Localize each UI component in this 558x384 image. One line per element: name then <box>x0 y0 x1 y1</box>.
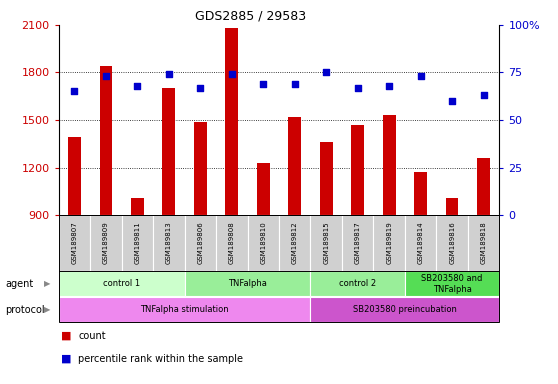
Text: GSM189814: GSM189814 <box>418 222 424 264</box>
Point <box>353 84 362 91</box>
Bar <box>68 137 80 215</box>
Bar <box>383 115 396 215</box>
Text: ■: ■ <box>61 331 72 341</box>
Text: GDS2885 / 29583: GDS2885 / 29583 <box>195 10 306 23</box>
Bar <box>478 158 490 215</box>
Point <box>196 84 205 91</box>
Text: GSM189811: GSM189811 <box>134 222 140 264</box>
Text: agent: agent <box>6 279 34 289</box>
Point <box>322 70 331 76</box>
Text: ▶: ▶ <box>44 305 50 314</box>
Text: percentile rank within the sample: percentile rank within the sample <box>78 354 243 364</box>
Bar <box>162 88 175 215</box>
Text: GSM189818: GSM189818 <box>480 222 487 264</box>
Text: SB203580 preincubation: SB203580 preincubation <box>353 305 457 314</box>
Text: GSM189809: GSM189809 <box>103 222 109 264</box>
Point <box>102 73 110 79</box>
Text: SB203580 and
TNFalpha: SB203580 and TNFalpha <box>421 274 483 294</box>
Point <box>70 88 79 94</box>
Text: ▶: ▶ <box>44 280 50 288</box>
Text: GSM189817: GSM189817 <box>355 222 360 264</box>
Bar <box>257 163 270 215</box>
Point <box>448 98 456 104</box>
Text: GSM189806: GSM189806 <box>198 222 203 264</box>
Text: GSM189819: GSM189819 <box>386 222 392 264</box>
Text: GSM189808: GSM189808 <box>229 222 235 264</box>
Text: TNFalpha: TNFalpha <box>228 280 267 288</box>
Text: GSM189815: GSM189815 <box>323 222 329 264</box>
Text: control 2: control 2 <box>339 280 376 288</box>
Bar <box>99 66 112 215</box>
Text: count: count <box>78 331 106 341</box>
Point <box>165 71 174 78</box>
Text: ■: ■ <box>61 354 72 364</box>
Text: protocol: protocol <box>6 305 45 315</box>
Bar <box>415 172 427 215</box>
Point <box>227 71 236 78</box>
Text: TNFalpha stimulation: TNFalpha stimulation <box>140 305 229 314</box>
Bar <box>320 142 333 215</box>
Bar <box>131 198 143 215</box>
Point <box>290 81 299 87</box>
Point <box>479 92 488 98</box>
Bar <box>352 125 364 215</box>
Text: GSM189813: GSM189813 <box>166 222 172 264</box>
Text: control 1: control 1 <box>103 280 140 288</box>
Bar <box>288 117 301 215</box>
Bar <box>225 28 238 215</box>
Point <box>133 83 142 89</box>
Point <box>259 81 268 87</box>
Point <box>416 73 425 79</box>
Point <box>385 83 394 89</box>
Text: GSM189807: GSM189807 <box>71 222 78 264</box>
Bar <box>446 198 459 215</box>
Text: GSM189816: GSM189816 <box>449 222 455 264</box>
Text: GSM189812: GSM189812 <box>292 222 298 264</box>
Bar <box>194 122 206 215</box>
Text: GSM189810: GSM189810 <box>260 222 266 264</box>
